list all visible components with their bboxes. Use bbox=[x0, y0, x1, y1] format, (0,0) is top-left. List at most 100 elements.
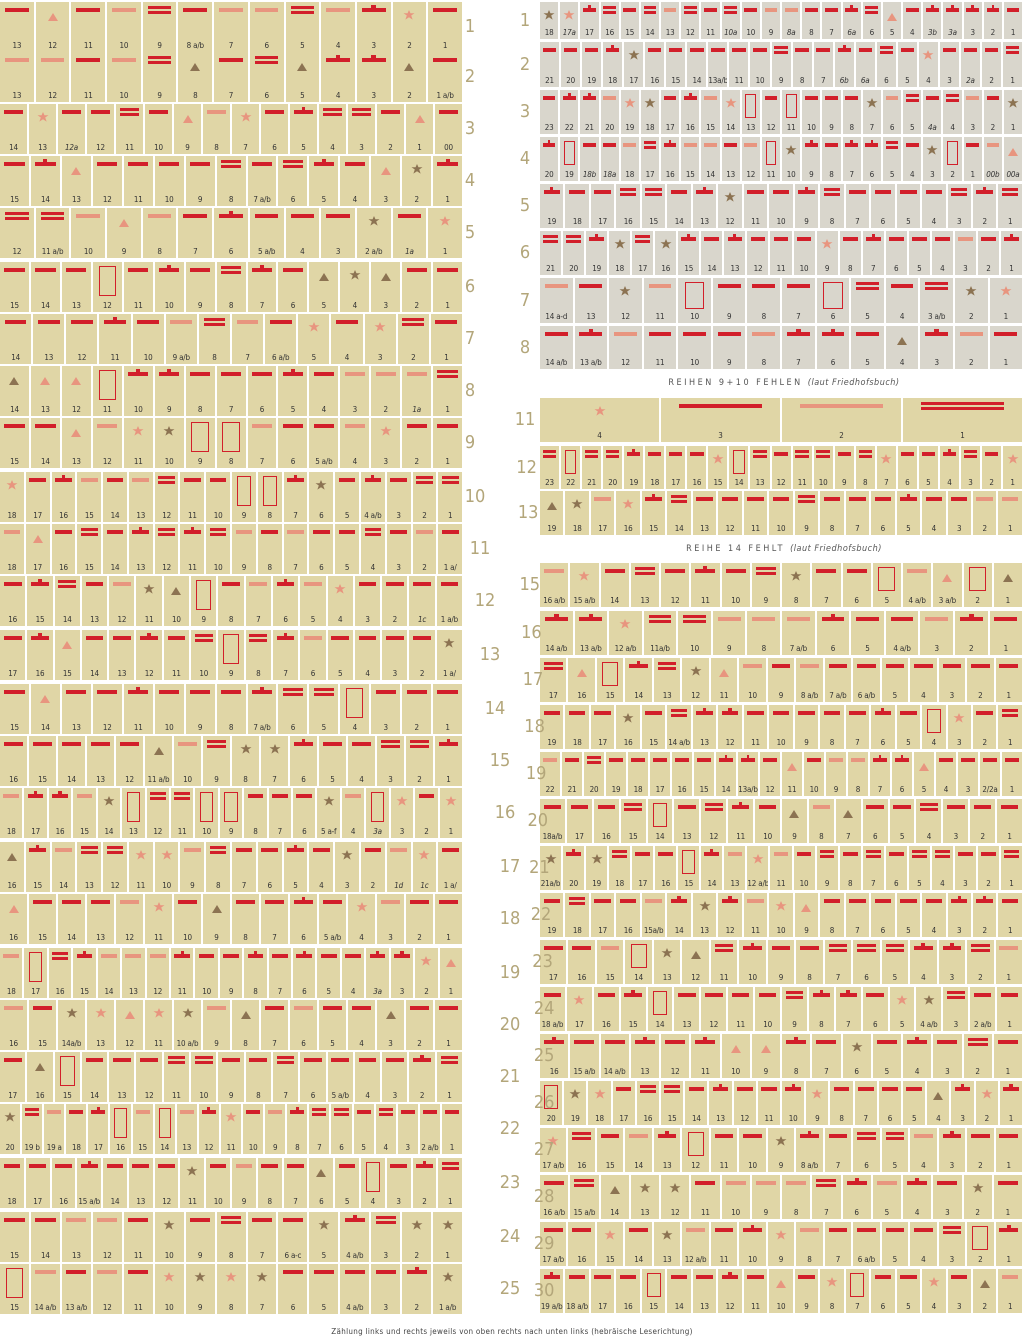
grave-cell: 16 bbox=[616, 893, 640, 937]
grave-row: 21 20 19 18 17 16 15 14 13a/b 11 10 9 8 7 6b 6a 6 5 4 3 2a 2 1 bbox=[540, 42, 1023, 87]
footer-note: Zählung links und rechts jeweils von obe… bbox=[331, 1327, 693, 1336]
grave-cell: 7 bbox=[232, 104, 259, 154]
grave-cell: 4 bbox=[375, 1104, 396, 1154]
grave-cell: 9 bbox=[218, 1052, 244, 1102]
grave-cell: 16 bbox=[568, 1222, 595, 1266]
light-bar-marker bbox=[375, 372, 396, 376]
grave-cell: 15 bbox=[701, 90, 720, 134]
light-bar-marker bbox=[326, 8, 350, 12]
bar-marker bbox=[338, 1164, 356, 1168]
grave-cell: 2 bbox=[377, 104, 404, 154]
star-icon bbox=[308, 318, 320, 337]
grave-cell: 4 bbox=[309, 366, 339, 416]
grave-cell: 16 bbox=[687, 446, 707, 489]
light-bar-marker bbox=[5, 58, 29, 62]
grave-number: 1 bbox=[1010, 28, 1016, 37]
grave-cell: 6 a/b bbox=[853, 1222, 880, 1266]
grave-cell: 5 bbox=[896, 491, 921, 535]
banner-rows-9-10-text: REIHEN 9+10 FEHLEN bbox=[668, 378, 803, 388]
grave-cell: 12 bbox=[136, 1052, 162, 1102]
grave-number: 2 bbox=[411, 353, 416, 362]
grave-cell: 10 bbox=[154, 1264, 184, 1314]
bar-marker bbox=[961, 758, 975, 762]
bar-marker bbox=[695, 1181, 716, 1185]
bar-marker bbox=[837, 452, 851, 456]
star-icon bbox=[591, 850, 603, 869]
grave-number: 8 bbox=[863, 478, 868, 487]
star-icon bbox=[614, 235, 626, 254]
bar-marker bbox=[828, 1228, 848, 1232]
grave-cell: 8 bbox=[245, 630, 271, 680]
peak-bar-marker bbox=[1004, 234, 1019, 241]
bar-marker bbox=[688, 1087, 705, 1091]
outline-box-marker bbox=[224, 792, 238, 822]
bar-marker bbox=[352, 1006, 371, 1010]
grave-cell: 12 bbox=[718, 184, 742, 228]
peak-bar-marker bbox=[731, 802, 750, 809]
double-bar-marker bbox=[1004, 850, 1019, 858]
grave-number: 12 bbox=[162, 511, 171, 520]
grave-cell: 8 bbox=[820, 491, 844, 535]
grave-number: 2 bbox=[422, 1197, 427, 1206]
grave-cell: 14 a/b bbox=[540, 326, 573, 369]
grave-row: 21a/b 20 19 18 17 16 15 14 13 12 a/b 11 10 9 8 7 6 5 4 3 2 1 bbox=[540, 846, 1022, 890]
grave-cell: 13 bbox=[574, 278, 608, 323]
grave-cell: 2 bbox=[402, 418, 432, 468]
grave-cell: 5 bbox=[882, 2, 902, 39]
grave-cell: 8 bbox=[796, 940, 823, 984]
bar-marker bbox=[731, 993, 750, 997]
double-bar-marker bbox=[254, 56, 279, 64]
grave-cell: 1 bbox=[433, 156, 463, 206]
light-bar-marker bbox=[55, 848, 72, 852]
grave-cell: 9 bbox=[265, 1104, 286, 1154]
grave-cell: 11 bbox=[128, 842, 153, 892]
grave-cell: 8 bbox=[244, 948, 267, 998]
grave-number: 8 bbox=[295, 1143, 300, 1152]
grave-number: 8 bbox=[243, 933, 248, 942]
grave-cell: 11 bbox=[170, 948, 194, 998]
grave-cell: 7 bbox=[232, 842, 256, 892]
grave-number: 18 bbox=[544, 28, 554, 37]
peak-bar-marker bbox=[31, 579, 49, 586]
grave-number: 16 bbox=[665, 170, 675, 179]
grave-cell: 4 bbox=[931, 231, 953, 275]
bar-marker bbox=[629, 1228, 648, 1232]
grave-cell: 4 bbox=[903, 1175, 932, 1219]
double-bar-marker bbox=[657, 662, 677, 670]
grave-number: 1 a/b bbox=[438, 1303, 457, 1312]
star-icon bbox=[439, 212, 451, 231]
light-bar-marker bbox=[717, 617, 741, 621]
bar-marker bbox=[594, 1275, 611, 1279]
grave-number: 13 bbox=[700, 926, 709, 935]
grave-cell: 14 a/b bbox=[540, 611, 573, 655]
grave-number: 7 bbox=[829, 28, 834, 37]
peak-bar-marker bbox=[645, 494, 662, 501]
grave-cell: 11 bbox=[782, 90, 801, 134]
grave-number: 3 a/b bbox=[928, 312, 946, 321]
star-icon bbox=[418, 846, 430, 865]
grave-number: 6a bbox=[847, 28, 856, 37]
grave-cell: 6 bbox=[871, 705, 895, 749]
grave-number: 16 bbox=[9, 775, 18, 784]
outline-box-marker bbox=[823, 282, 843, 309]
grave-number: 4 bbox=[921, 691, 926, 700]
grave-number: 14 bbox=[674, 217, 684, 226]
peak-bar-marker bbox=[695, 566, 716, 573]
grave-cell: 12 bbox=[66, 314, 98, 364]
peak-bar-marker bbox=[313, 159, 334, 166]
grave-number: 8 bbox=[807, 1255, 812, 1264]
peak-bar-marker bbox=[174, 951, 191, 958]
bar-marker bbox=[290, 214, 315, 218]
peak-bar-marker bbox=[282, 369, 304, 376]
grave-cell: 2 bbox=[983, 2, 1002, 39]
grave-cell: 1 bbox=[433, 418, 463, 468]
bar-marker bbox=[563, 48, 578, 52]
grave-number: 6 a-c bbox=[284, 1251, 302, 1260]
grave-number: 17a bbox=[562, 28, 576, 37]
grave-number: 9 bbox=[792, 832, 797, 841]
grave-number: 4 bbox=[330, 143, 335, 152]
grave-cell: 1c bbox=[409, 576, 435, 626]
bar-marker bbox=[579, 284, 603, 288]
grave-number: 16 bbox=[9, 1039, 18, 1048]
grave-number: 8 bbox=[793, 1208, 799, 1217]
